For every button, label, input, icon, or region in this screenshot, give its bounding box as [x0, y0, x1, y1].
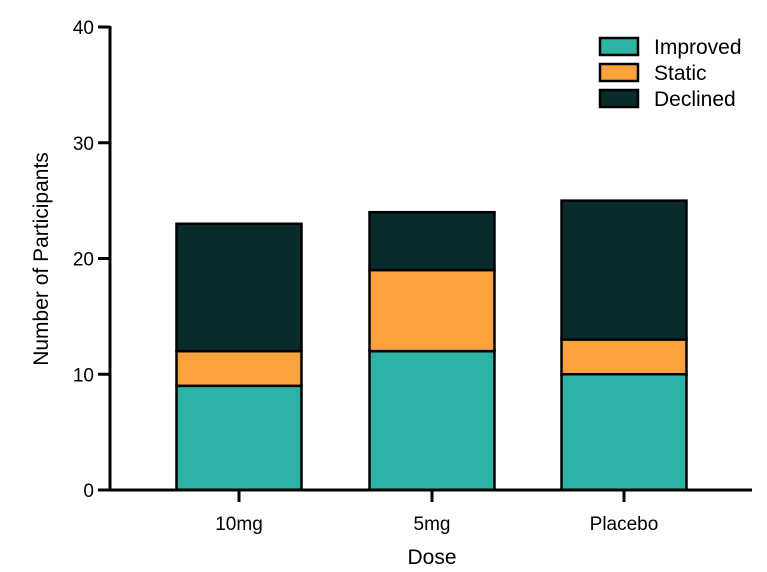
y-tick-label: 40: [73, 18, 94, 39]
y-tick-label: 30: [73, 134, 94, 155]
legend-label-declined: Declined: [654, 88, 736, 111]
axes-layer: 0 10 20 30 40 10mg 5mg Placebo: [73, 18, 752, 535]
legend-label-static: Static: [654, 62, 707, 85]
x-tick-label: 10mg: [215, 514, 263, 535]
legend-swatch-declined: [598, 88, 640, 109]
y-axis-title: Number of Participants: [30, 152, 53, 366]
y-tick-label: 10: [73, 365, 94, 386]
bar-declined-placebo: [560, 199, 688, 341]
bar-declined-10mg: [175, 222, 303, 353]
x-tick-label: Placebo: [590, 514, 659, 535]
bar-declined-5mg: [368, 210, 496, 272]
x-axis-title: Dose: [407, 546, 456, 569]
y-tick-label: 0: [83, 481, 94, 502]
bar-improved-5mg: [368, 349, 496, 492]
bar-static-10mg: [175, 349, 303, 388]
bar-improved-10mg: [175, 384, 303, 492]
legend-swatch-improved: [598, 36, 640, 57]
legend-label-improved: Improved: [654, 36, 742, 59]
bar-static-5mg: [368, 268, 496, 353]
legend-swatch-static: [598, 62, 640, 83]
bar-static-placebo: [560, 338, 688, 376]
bar-improved-placebo: [560, 373, 688, 492]
x-tick-label: 5mg: [414, 514, 451, 535]
y-tick-label: 20: [73, 250, 94, 271]
bars-layer: [175, 199, 688, 492]
legend: Improved Static Declined: [598, 36, 742, 111]
